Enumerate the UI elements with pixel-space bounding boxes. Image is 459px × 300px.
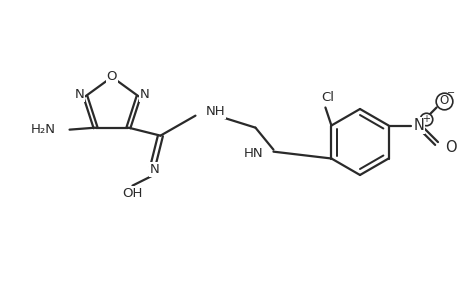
Text: N: N bbox=[412, 118, 423, 133]
Text: N: N bbox=[140, 88, 149, 101]
Text: −: − bbox=[446, 88, 453, 98]
Text: N: N bbox=[74, 88, 84, 101]
Text: HN: HN bbox=[243, 147, 263, 160]
Text: N: N bbox=[149, 163, 159, 176]
Text: Cl: Cl bbox=[320, 91, 333, 104]
Text: NH: NH bbox=[205, 105, 224, 118]
Text: O: O bbox=[438, 94, 447, 107]
Text: +: + bbox=[420, 113, 429, 124]
Text: O: O bbox=[106, 70, 117, 83]
Text: OH: OH bbox=[122, 187, 142, 200]
Text: H₂N: H₂N bbox=[30, 123, 56, 136]
Text: O: O bbox=[445, 140, 456, 155]
